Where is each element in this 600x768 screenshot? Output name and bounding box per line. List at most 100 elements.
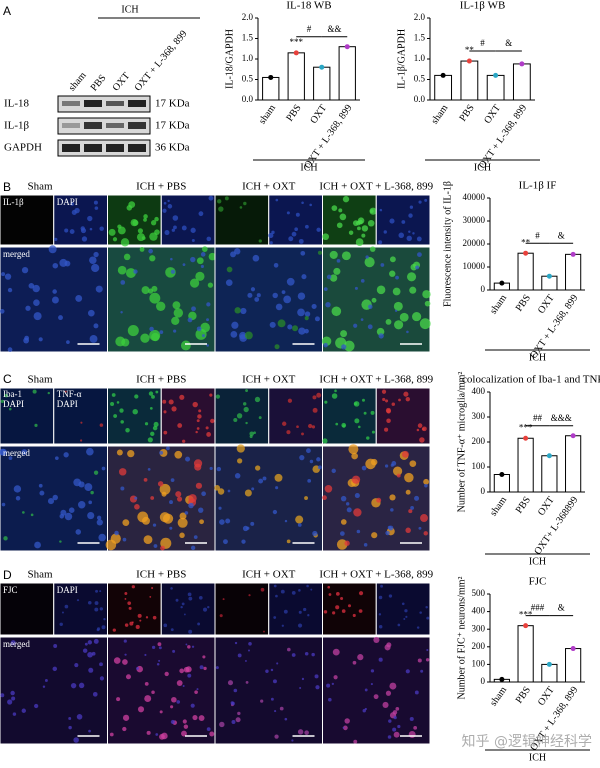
texture <box>123 639 127 643</box>
texture <box>122 537 127 542</box>
micrograph <box>375 194 431 246</box>
texture <box>353 739 358 744</box>
texture <box>311 652 315 657</box>
texture <box>39 490 45 496</box>
texture <box>352 613 356 618</box>
texture <box>352 220 359 226</box>
texture <box>77 501 86 509</box>
texture <box>172 649 176 653</box>
texture <box>99 226 104 231</box>
group-label: ICH <box>529 352 546 363</box>
significance: *** <box>519 422 533 432</box>
texture <box>154 216 159 222</box>
texture <box>282 421 287 426</box>
texture <box>287 398 293 403</box>
texture <box>273 584 277 588</box>
texture <box>352 660 357 665</box>
texture <box>80 421 83 424</box>
texture <box>312 395 317 400</box>
texture <box>74 207 80 214</box>
texture <box>270 697 274 701</box>
texture <box>66 340 70 344</box>
texture <box>299 454 305 461</box>
texture <box>342 726 345 729</box>
texture <box>389 270 396 277</box>
texture <box>133 269 138 274</box>
texture <box>93 251 99 258</box>
texture <box>324 400 328 404</box>
group-label: ICH + OXT <box>242 569 296 581</box>
texture <box>392 287 401 296</box>
texture <box>295 212 300 217</box>
texture <box>59 622 63 627</box>
texture <box>345 502 350 506</box>
texture <box>59 540 62 543</box>
texture <box>245 660 247 662</box>
texture <box>301 432 304 436</box>
texture <box>156 301 166 312</box>
texture <box>409 460 417 467</box>
significance: & <box>505 38 512 48</box>
texture <box>75 294 83 302</box>
texture <box>360 318 364 321</box>
texture <box>22 511 25 514</box>
texture <box>111 393 116 397</box>
stain-label: DAPI <box>3 399 24 409</box>
texture <box>294 227 298 232</box>
texture <box>367 219 375 227</box>
texture <box>149 326 154 332</box>
texture <box>128 201 136 209</box>
texture <box>150 431 155 437</box>
texture <box>262 476 267 481</box>
y-axis-label: IL-18/GAPDH <box>224 29 235 89</box>
texture <box>291 653 296 657</box>
texture <box>315 685 320 690</box>
texture <box>307 478 312 483</box>
texture <box>371 430 375 434</box>
texture <box>371 297 377 303</box>
texture <box>340 330 348 338</box>
texture <box>168 399 174 405</box>
texture <box>33 299 40 306</box>
x-tick-label: PBS <box>284 103 303 124</box>
texture <box>338 208 343 213</box>
texture <box>171 228 176 232</box>
texture <box>245 389 248 392</box>
texture <box>297 308 305 317</box>
texture <box>236 444 245 453</box>
merged-label: merged <box>3 448 30 458</box>
texture <box>200 252 206 257</box>
texture <box>274 473 283 482</box>
texture <box>122 714 130 721</box>
blot-group: ICH <box>121 4 138 15</box>
texture <box>333 675 338 680</box>
significance: ** <box>465 45 475 55</box>
texture <box>195 430 198 434</box>
texture <box>416 428 420 432</box>
texture <box>201 491 206 497</box>
texture <box>336 222 343 229</box>
texture <box>87 600 92 605</box>
texture <box>286 539 291 544</box>
texture <box>93 200 98 205</box>
texture <box>173 329 177 333</box>
y-tick-label: 400 <box>472 386 486 396</box>
texture <box>341 344 347 350</box>
significance: # <box>535 230 540 240</box>
texture <box>141 286 150 295</box>
mean-dot <box>570 251 576 257</box>
bar <box>517 437 534 493</box>
texture <box>193 535 198 539</box>
texture <box>388 525 394 531</box>
stain-label: DAPI <box>57 399 78 409</box>
bar <box>565 435 582 493</box>
texture <box>215 394 221 399</box>
texture <box>164 671 169 677</box>
lane-label: sham <box>67 70 89 93</box>
texture <box>131 621 134 624</box>
texture <box>162 399 167 404</box>
texture <box>269 321 276 328</box>
texture <box>353 402 358 406</box>
texture <box>201 246 208 252</box>
